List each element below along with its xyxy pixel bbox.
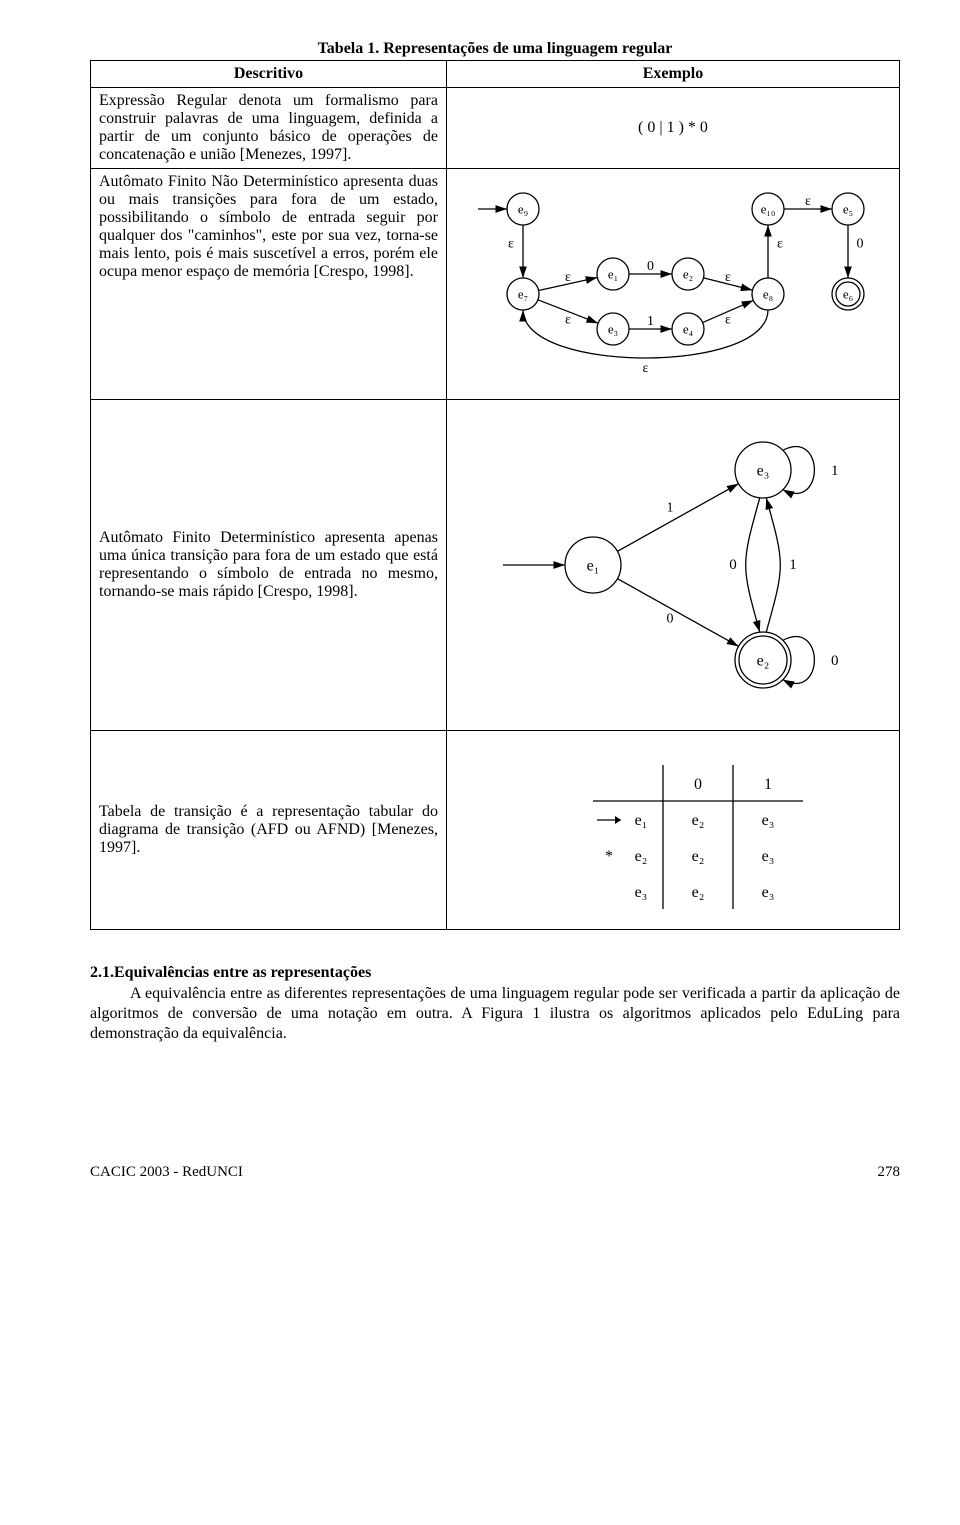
svg-text:1: 1: [789, 557, 797, 573]
afd-diagram-cell: 1 0 0 1 1 0 e₁ e₃ e₂: [446, 400, 899, 731]
svg-text:e₆: e₆: [843, 287, 853, 302]
transition-table-cell: 0 1 e₁ e₂ e₃ * e₂ e₂ e₃ e₃ e₂ e₃: [446, 731, 899, 930]
svg-text:e₂: e₂: [683, 267, 693, 282]
page-footer: CACIC 2003 - RedUNCI 278: [90, 1164, 900, 1181]
svg-text:e₃: e₃: [757, 463, 770, 480]
svg-text:e₃: e₃: [608, 322, 618, 337]
afnd-diagram: ε ε ε 0 1 ε ε ε ε 0 ε e₉ e₇ e₁ e₃ e₂ e₄ e₈ e₁₀ e₅ e₆: [458, 179, 888, 389]
svg-text:0: 0: [666, 612, 673, 627]
main-table: Descritivo Exemplo Expressão Regular den…: [90, 60, 900, 930]
svg-text:e₁: e₁: [608, 267, 618, 282]
svg-text:0: 0: [856, 237, 863, 252]
tabela-desc: Tabela de transição é a representação ta…: [91, 731, 447, 930]
svg-text:e₂: e₂: [692, 812, 705, 829]
transition-table: 0 1 e₁ e₂ e₃ * e₂ e₂ e₃ e₃ e₂ e₃: [523, 745, 823, 925]
svg-text:ε: ε: [725, 270, 731, 285]
svg-text:1: 1: [647, 314, 654, 329]
regex-desc: Expressão Regular denota um formalismo p…: [91, 88, 447, 169]
svg-text:e₅: e₅: [843, 202, 853, 217]
footer-left: CACIC 2003 - RedUNCI: [90, 1164, 243, 1181]
svg-text:0: 0: [831, 653, 839, 669]
svg-text:e₃: e₃: [635, 884, 648, 901]
svg-text:0: 0: [729, 557, 737, 573]
afnd-desc: Autômato Finito Não Determinístico apres…: [91, 169, 447, 400]
header-desc: Descritivo: [91, 61, 447, 88]
svg-text:0: 0: [694, 776, 702, 793]
svg-text:e₉: e₉: [518, 202, 528, 217]
svg-text:e₁: e₁: [635, 812, 648, 829]
svg-text:ε: ε: [725, 313, 731, 328]
svg-text:e₁₀: e₁₀: [761, 202, 776, 217]
svg-text:ε: ε: [508, 237, 514, 252]
svg-text:e₄: e₄: [683, 322, 694, 337]
svg-text:ε: ε: [643, 361, 649, 376]
section-body: A equivalência entre as diferentes repre…: [90, 984, 900, 1044]
svg-text:e₃: e₃: [762, 812, 775, 829]
svg-text:*: *: [605, 848, 613, 865]
section-title: 2.1.Equivalências entre as representaçõe…: [90, 964, 900, 982]
afd-desc: Autômato Finito Determinístico apresenta…: [91, 400, 447, 731]
svg-text:1: 1: [764, 776, 772, 793]
svg-text:ε: ε: [777, 237, 783, 252]
table-title: Tabela 1. Representações de uma linguage…: [90, 40, 900, 58]
footer-right: 278: [878, 1164, 901, 1181]
svg-text:e₇: e₇: [518, 287, 528, 302]
svg-text:ε: ε: [565, 270, 571, 285]
afnd-diagram-cell: ε ε ε 0 1 ε ε ε ε 0 ε e₉ e₇ e₁ e₃ e₂ e₄ e₈ e₁₀ e₅ e₆: [446, 169, 899, 400]
header-ex: Exemplo: [446, 61, 899, 88]
svg-text:e₂: e₂: [757, 653, 770, 670]
svg-text:e₃: e₃: [762, 848, 775, 865]
svg-text:ε: ε: [565, 313, 571, 328]
section-body-text: A equivalência entre as diferentes repre…: [90, 985, 900, 1042]
svg-text:e₂: e₂: [692, 884, 705, 901]
afd-diagram: 1 0 0 1 1 0 e₁ e₃ e₂: [463, 410, 883, 720]
svg-text:1: 1: [666, 501, 673, 516]
svg-text:e₁: e₁: [587, 558, 600, 575]
svg-text:e₂: e₂: [635, 848, 648, 865]
svg-text:ε: ε: [805, 194, 811, 209]
svg-text:e₃: e₃: [762, 884, 775, 901]
svg-text:e₂: e₂: [692, 848, 705, 865]
regex-expr: ( 0 | 1 ) * 0: [446, 88, 899, 169]
svg-text:1: 1: [831, 463, 839, 479]
svg-text:0: 0: [647, 259, 654, 274]
svg-text:e₈: e₈: [763, 287, 773, 302]
